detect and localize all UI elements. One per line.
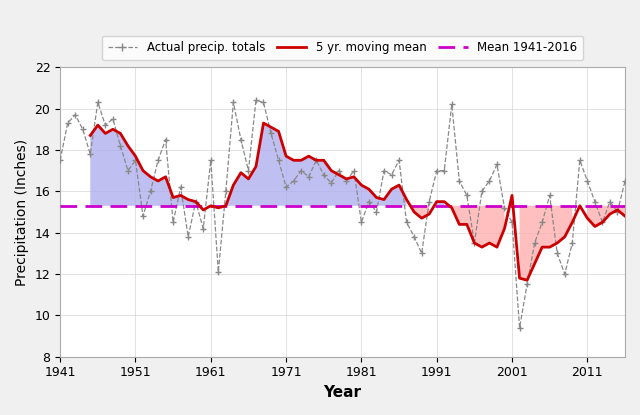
Legend: Actual precip. totals, 5 yr. moving mean, Mean 1941-2016: Actual precip. totals, 5 yr. moving mean… — [102, 36, 583, 60]
Y-axis label: Precipitation (Inches): Precipitation (Inches) — [15, 139, 29, 286]
X-axis label: Year: Year — [324, 385, 362, 400]
